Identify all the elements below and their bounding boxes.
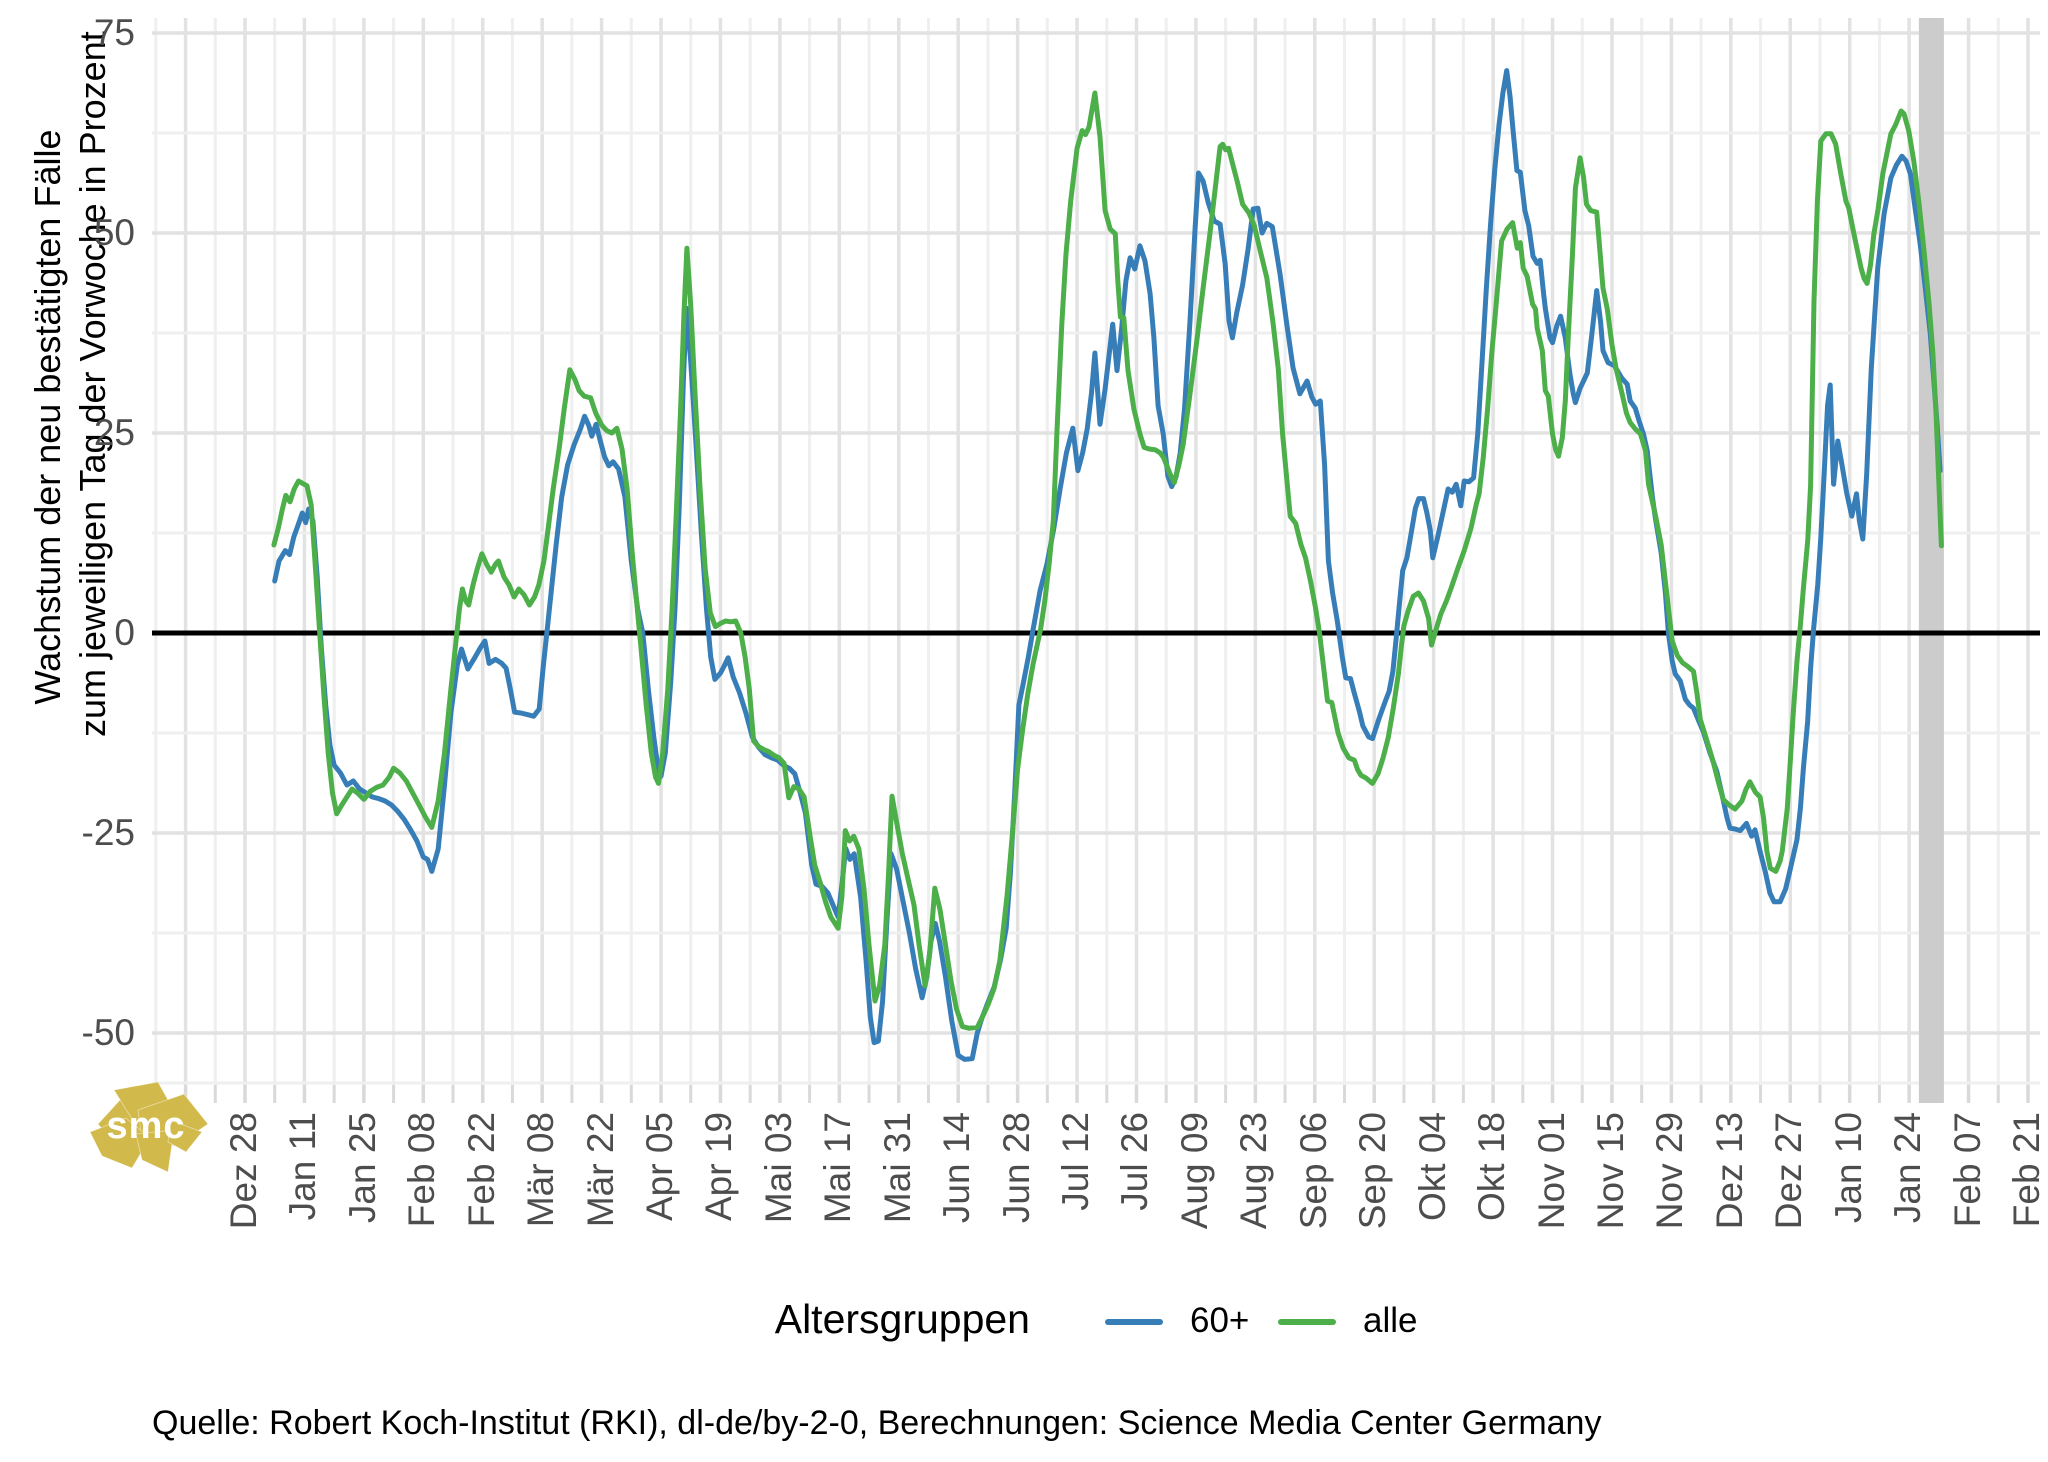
x-tick-label: Jan 25 [341,1112,383,1224]
legend: Altersgruppen 60+ alle [0,1296,2048,1352]
svg-text:smc: smc [106,1105,185,1147]
y-tick-label: 25 [93,412,135,453]
x-tick-label: Feb 07 [1946,1112,1988,1228]
x-tick-label: Aug 23 [1233,1112,1275,1230]
x-tick-label: Jun 28 [995,1112,1037,1224]
x-tick-label: Feb 21 [2005,1112,2047,1228]
source-caption: Quelle: Robert Koch-Institut (RKI), dl-d… [152,1404,1602,1442]
x-tick-label: Mai 03 [757,1112,799,1224]
x-tick-label: Mai 31 [876,1112,918,1224]
x-tick-label: Nov 29 [1649,1112,1691,1230]
y-tick-label: -50 [81,1012,135,1053]
x-tick-label: Okt 04 [1411,1112,1453,1221]
y-tick-label: 0 [114,612,135,653]
x-tick-label: Apr 05 [639,1112,681,1222]
x-tick-label: Feb 22 [460,1112,502,1228]
y-tick-label: 75 [93,12,135,53]
x-tick-label: Jan 11 [282,1112,324,1221]
x-tick-label: Sep 06 [1292,1112,1334,1230]
x-tick-label: Jan 24 [1887,1112,1929,1224]
x-tick-label: Okt 18 [1471,1112,1513,1221]
x-tick-label: Mär 08 [520,1112,562,1228]
x-tick-label: Jan 10 [1827,1112,1869,1224]
y-tick-label: 50 [93,212,135,253]
x-tick-label: Nov 01 [1530,1112,1572,1230]
x-tick-label: Mai 17 [817,1112,859,1224]
x-tick-label: Nov 15 [1589,1112,1631,1230]
x-tick-label: Mär 22 [579,1112,621,1228]
legend-title: Altersgruppen [774,1296,1030,1342]
smc-logo: smc [89,1081,209,1173]
x-tick-label: Jul 12 [1055,1112,1097,1211]
legend-label-alle: alle [1363,1301,1418,1340]
x-tick-label: Dez 13 [1708,1112,1750,1230]
x-tick-label: Jul 26 [1114,1112,1156,1211]
series-line-alle [271,90,1944,1031]
series-line-60+ [272,68,1943,1062]
y-tick-label: -25 [81,812,135,853]
x-tick-label: Apr 19 [698,1112,740,1222]
x-tick-label: Jun 14 [936,1112,978,1224]
legend-line-alle-icon [1278,1319,1336,1325]
x-tick-label: Dez 27 [1768,1112,1810,1230]
x-tick-label: Dez 28 [223,1112,264,1230]
recent-data-band [1918,18,1944,1103]
x-tick-label: Sep 20 [1352,1112,1394,1230]
x-tick-label: Feb 08 [401,1112,443,1228]
legend-label-60plus: 60+ [1190,1301,1250,1340]
x-tick-label: Aug 09 [1173,1112,1215,1230]
legend-line-60plus-icon [1105,1319,1163,1325]
